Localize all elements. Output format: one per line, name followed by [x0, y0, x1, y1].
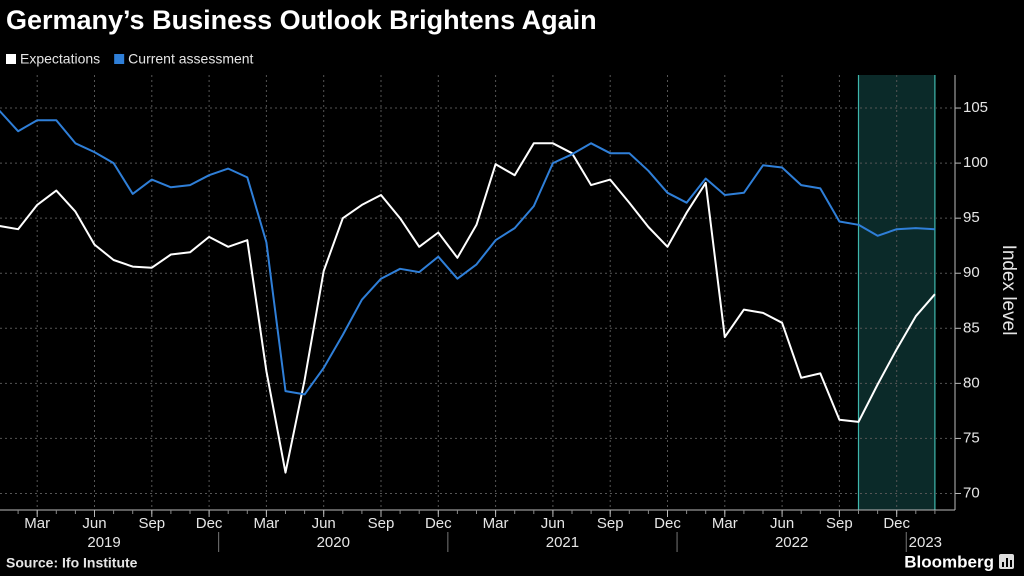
x-year-label: 2020 [317, 534, 350, 551]
y-tick-label: 105 [963, 99, 988, 116]
x-tick-label: Dec [196, 515, 223, 532]
x-tick-label: Dec [883, 515, 910, 532]
x-tick-label: Mar [483, 515, 509, 532]
x-tick-label: Mar [24, 515, 50, 532]
legend-label: Expectations [20, 51, 100, 67]
y-tick-label: 85 [963, 319, 980, 336]
x-tick-label: Dec [654, 515, 681, 532]
brand-icon [999, 554, 1014, 569]
x-tick-label: Sep [597, 515, 624, 532]
y-tick-label: 95 [963, 209, 980, 226]
y-tick-label: 90 [963, 264, 980, 281]
x-year-label: 2019 [87, 534, 120, 551]
y-tick-label: 75 [963, 429, 980, 446]
x-year-label: 2022 [775, 534, 808, 551]
x-tick-label: Mar [253, 515, 279, 532]
x-tick-label: Jun [82, 515, 106, 532]
x-tick-label: Sep [138, 515, 165, 532]
x-year-label: 2023 [909, 534, 942, 551]
y-tick-label: 80 [963, 374, 980, 391]
highlight-band [858, 75, 935, 510]
chart-title: Germany’s Business Outlook Brightens Aga… [6, 5, 597, 35]
y-axis-label: Index level [998, 245, 1019, 336]
legend-swatch [6, 54, 16, 64]
x-tick-label: Sep [368, 515, 395, 532]
brand: Bloomberg [904, 552, 994, 571]
x-tick-label: Sep [826, 515, 853, 532]
y-tick-label: 100 [963, 154, 988, 171]
x-tick-label: Jun [312, 515, 336, 532]
legend-swatch [114, 54, 125, 64]
source: Source: Ifo Institute [6, 555, 138, 571]
legend-label: Current assessment [128, 51, 253, 67]
x-tick-label: Mar [712, 515, 738, 532]
series-line [0, 109, 935, 396]
x-tick-label: Dec [425, 515, 452, 532]
series-line [0, 142, 936, 474]
y-tick-label: 70 [963, 484, 980, 501]
x-tick-label: Jun [541, 515, 565, 532]
x-year-label: 2021 [546, 534, 579, 551]
x-tick-label: Jun [770, 515, 794, 532]
